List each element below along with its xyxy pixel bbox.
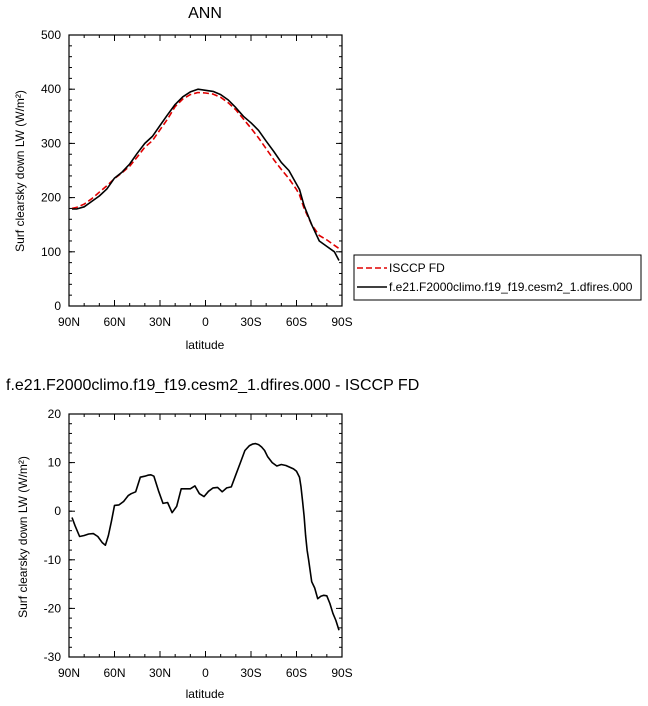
top-x-tick-label: 90S — [331, 315, 352, 329]
top-plot-frame — [68, 34, 343, 307]
legend: ISCCP FD f.e21.F2000climo.f19_f19.cesm2_… — [353, 254, 642, 301]
top-y-tick-label: 0 — [54, 299, 61, 313]
bottom-chart: f.e21.F2000climo.f19_f19.cesm2_1.dfires.… — [6, 377, 419, 701]
bottom-series-line-0 — [71, 442, 340, 631]
top-y-tick-label: 400 — [41, 82, 61, 96]
bottom-x-tick-label: 90N — [58, 666, 80, 680]
top-x-tick-label: 0 — [202, 315, 209, 329]
top-y-tick-label: 500 — [41, 28, 61, 42]
top-chart-xlabel: latitude — [186, 338, 225, 352]
bottom-y-tick-label: 10 — [48, 456, 62, 470]
bottom-y-tick-label: 20 — [48, 407, 62, 421]
legend-label-cesm: f.e21.F2000climo.f19_f19.cesm2_1.dfires.… — [389, 280, 633, 294]
top-x-tick-label: 60N — [103, 315, 125, 329]
bottom-chart-ylabel: Surf clearsky down LW (W/m²) — [16, 456, 30, 618]
bottom-y-tick-label: -20 — [44, 601, 62, 615]
top-x-tick-label: 90N — [58, 315, 80, 329]
bottom-y-tick-label: -30 — [44, 650, 62, 664]
bottom-x-tick-label: 90S — [331, 666, 352, 680]
legend-label-isccp: ISCCP FD — [389, 261, 445, 275]
bottom-chart-xlabel: latitude — [186, 687, 225, 701]
bottom-x-tick-label: 60N — [103, 666, 125, 680]
top-series-line-0 — [71, 91, 340, 250]
bottom-chart-title: f.e21.F2000climo.f19_f19.cesm2_1.dfires.… — [6, 377, 419, 394]
top-chart-title: ANN — [188, 5, 222, 22]
top-chart-ylabel: Surf clearsky down LW (W/m²) — [13, 90, 27, 252]
bottom-x-tick-label: 60S — [286, 666, 307, 680]
top-x-tick-label: 60S — [286, 315, 307, 329]
bottom-y-tick-label: 0 — [54, 504, 61, 518]
top-y-tick-label: 100 — [41, 245, 61, 259]
top-x-tick-label: 30N — [149, 315, 171, 329]
bottom-x-tick-label: 30N — [149, 666, 171, 680]
bottom-y-tick-label: -10 — [44, 553, 62, 567]
top-y-tick-label: 300 — [41, 136, 61, 150]
bottom-plot-frame — [68, 413, 343, 658]
bottom-x-tick-label: 0 — [202, 666, 209, 680]
top-x-tick-label: 30S — [240, 315, 261, 329]
legend-box — [353, 254, 642, 301]
top-chart: ANN 90N 60N 30N 0 30S 60S 90S0100200300400500 … — [13, 5, 353, 352]
top-y-tick-label: 200 — [41, 191, 61, 205]
top-series-line-1 — [72, 88, 340, 261]
bottom-x-tick-label: 30S — [240, 666, 261, 680]
